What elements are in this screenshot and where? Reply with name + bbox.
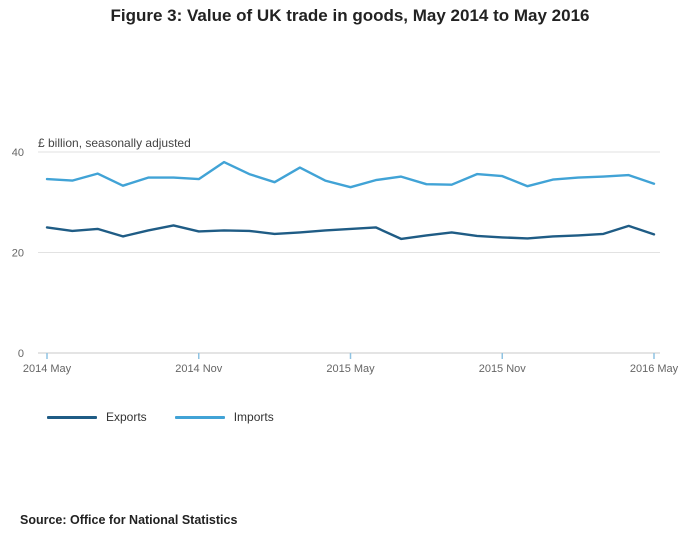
xtick-label: 2015 Nov (479, 363, 527, 375)
ytick-label: 40 (12, 147, 24, 159)
series-line-imports (45, 160, 656, 189)
exports-line-swatch (47, 415, 97, 419)
legend-label-exports: Exports (106, 410, 147, 424)
legend-item-exports[interactable]: Exports (47, 410, 147, 424)
imports-line-swatch (174, 415, 225, 419)
chart-legend: Exports Imports (47, 410, 274, 424)
legend-label-imports: Imports (233, 410, 274, 424)
ytick-label: 0 (18, 348, 24, 360)
source-note: Source: Office for National Statistics (20, 513, 238, 527)
y-axis-title: £ billion, seasonally adjusted (38, 136, 191, 150)
xtick-label: 2015 May (326, 363, 375, 375)
chart-title: Figure 3: Value of UK trade in goods, Ma… (110, 6, 590, 25)
xtick-label: 2016 May (630, 363, 679, 375)
series-line-exports (45, 224, 656, 241)
trade-line-chart: 0 20 40 £ billion, seasonally adjusted 2014 … (12, 136, 679, 375)
xtick-label: 2014 Nov (175, 363, 223, 375)
legend-item-imports[interactable]: Imports (174, 410, 274, 424)
xtick-label: 2014 May (23, 363, 72, 375)
ytick-label: 20 (12, 248, 24, 260)
